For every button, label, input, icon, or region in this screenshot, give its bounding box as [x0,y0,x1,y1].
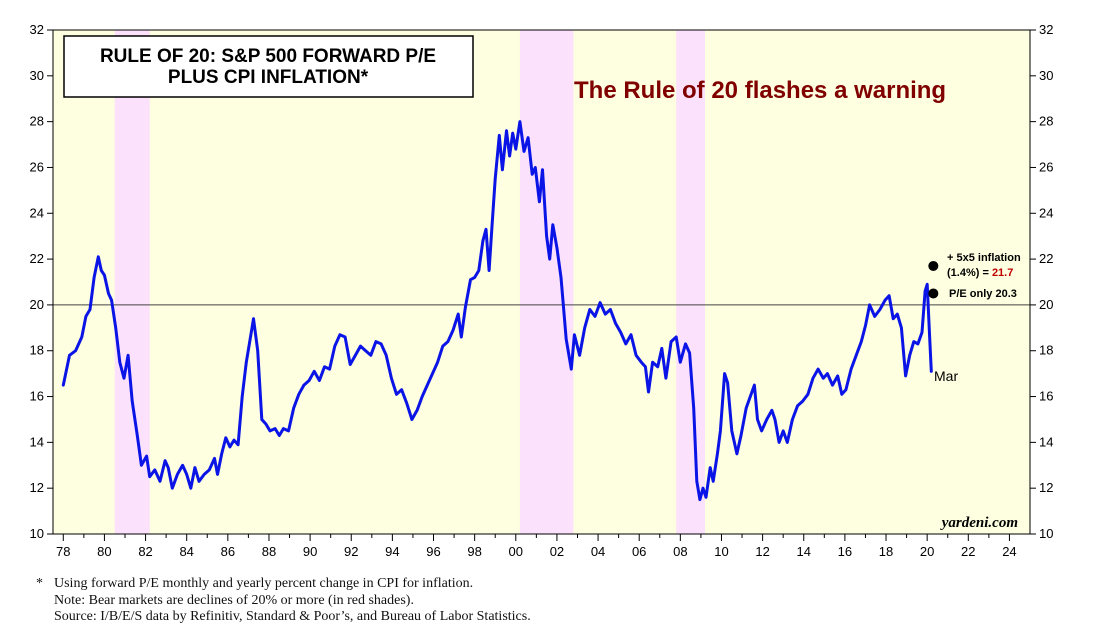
title-box [63,35,474,98]
annotation-upper-prefix: (1.4%) = [947,267,992,279]
series-line [61,120,933,502]
bear-market-band [114,30,150,534]
y-tick-label-left: 32 [30,22,44,37]
footnote-star: * [36,576,43,591]
y-tick-label-left: 18 [30,343,44,358]
footnote-text-1: Using forward P/E monthly and yearly per… [54,576,474,591]
title-line-2: PLUS CPI INFLATION* [168,67,369,88]
markers [928,260,939,299]
y-tick-label-right: 30 [1039,68,1053,83]
footnote-line-2: Note: Bear markets are declines of 20% o… [54,592,414,608]
x-tick-label: 04 [591,544,605,559]
x-tick-label: 08 [673,544,687,559]
y-tick-label-right: 10 [1039,526,1053,541]
x-tick-label: 20 [920,544,934,559]
x-tick-label: 18 [879,544,893,559]
y-tick-label-right: 12 [1039,480,1053,495]
x-tick-label: 90 [303,544,317,559]
x-tick-label: 16 [838,544,852,559]
y-tick-label-left: 14 [30,434,44,449]
axis-tick-labels: 10 10 12 12 14 14 16 16 18 18 20 20 22 22 24 24 26 26 28 28… [30,22,1054,559]
y-tick-label-right: 32 [1039,22,1053,37]
y-tick-label-left: 28 [30,114,44,129]
y-tick-label-right: 22 [1039,251,1053,266]
y-tick-label-left: 26 [30,159,44,174]
y-tick-label-right: 28 [1039,114,1053,129]
x-tick-label: 00 [509,544,523,559]
x-tick-label: 22 [961,544,975,559]
footnote-line-3: Source: I/B/E/S data by Refinitiv, Stand… [54,609,531,624]
x-tick-label: 86 [221,544,235,559]
y-tick-label-left: 22 [30,251,44,266]
y-tick-label-right: 14 [1039,434,1053,449]
y-tick-label-right: 24 [1039,205,1053,220]
y-tick-label-right: 20 [1039,297,1053,312]
x-tick-label: 12 [755,544,769,559]
y-tick-label-left: 24 [30,205,44,220]
x-tick-label: 14 [797,544,811,559]
marker-dot [928,260,939,271]
x-tick-label: 82 [138,544,152,559]
y-tick-label-right: 26 [1039,159,1053,174]
annotation-upper-value: 21.7 [992,267,1013,279]
y-tick-label-left: 16 [30,389,44,404]
annotation-upper-line1: + 5x5 inflation [947,252,1021,264]
bear-market-band [519,30,574,534]
title-line-1: RULE OF 20: S&P 500 FORWARD P/E [100,46,436,67]
annotation-lower: P/E only 20.3 [949,288,1017,300]
bear-market-band [676,30,706,534]
watermark: yardeni.com [940,515,1018,531]
x-tick-label: 88 [262,544,276,559]
footnotes: * Using forward P/E monthly and yearly pe… [36,576,1036,626]
y-tick-label-left: 10 [30,526,44,541]
x-tick-label: 80 [97,544,111,559]
x-tick-label: 94 [385,544,399,559]
marker-dot [928,288,939,299]
headline: The Rule of 20 flashes a warning [574,77,946,104]
x-tick-label: 84 [179,544,193,559]
end-label: Mar [934,368,958,384]
x-tick-label: 78 [56,544,70,559]
footnote-line-1: * Using forward P/E monthly and yearly pe… [36,576,1036,593]
x-tick-label: 92 [344,544,358,559]
x-tick-label: 24 [1002,544,1016,559]
x-tick-label: 06 [632,544,646,559]
y-tick-label-left: 12 [30,480,44,495]
axis-ticks [47,29,1036,541]
bear-market-shading [114,30,706,534]
y-tick-label-left: 30 [30,68,44,83]
annotation-upper-line2: (1.4%) = 21.7 [947,267,1013,279]
x-tick-label: 96 [426,544,440,559]
y-tick-label-right: 16 [1039,389,1053,404]
x-tick-label: 02 [550,544,564,559]
y-tick-label-left: 20 [30,297,44,312]
y-tick-label-right: 18 [1039,343,1053,358]
plot-frame [52,29,1031,535]
x-tick-label: 98 [467,544,481,559]
x-tick-label: 10 [714,544,728,559]
